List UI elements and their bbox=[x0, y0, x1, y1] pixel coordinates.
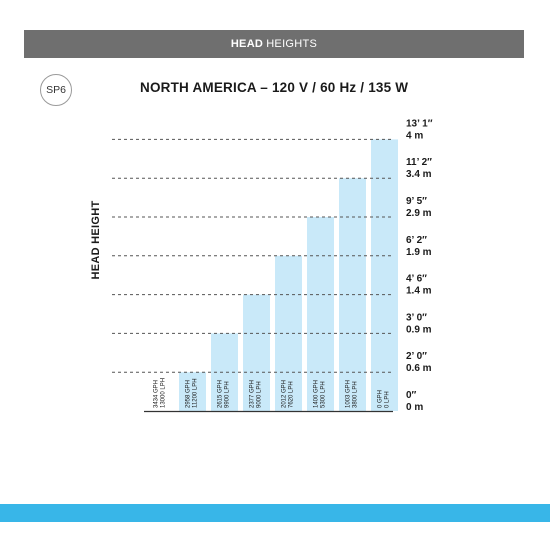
tick-label-metric: 0 m bbox=[406, 402, 423, 413]
tick-label-metric: 0.9 m bbox=[406, 324, 432, 335]
bottom-stripe bbox=[0, 504, 550, 522]
tick-label-metric: 1.4 m bbox=[406, 286, 432, 297]
bar-flow-label: 7620 LPH bbox=[289, 381, 295, 408]
bar-flow-label: 13000 LPH bbox=[161, 378, 167, 408]
bar-flow-label: 11200 LPH bbox=[193, 378, 199, 408]
tick-label-metric: 0.6 m bbox=[406, 363, 432, 374]
bar-flow-label: 0 GPH bbox=[378, 390, 384, 408]
bar bbox=[371, 139, 398, 411]
bar-flow-label: 5300 LPH bbox=[321, 381, 327, 408]
bar-flow-label: 2615 GPH bbox=[218, 380, 224, 408]
bar-flow-label: 1003 GPH bbox=[346, 380, 352, 408]
bar-flow-label: 2377 GPH bbox=[250, 380, 256, 408]
bar-flow-label: 2958 GPH bbox=[186, 380, 192, 408]
tick-label-imperial: 6’ 2″ bbox=[406, 235, 427, 246]
tick-label-imperial: 13’ 1″ bbox=[406, 118, 433, 129]
bar-flow-label: 3800 LPH bbox=[353, 381, 359, 408]
tick-label-metric: 2.9 m bbox=[406, 208, 432, 219]
bar bbox=[243, 294, 270, 411]
bar-flow-label: 9900 LPH bbox=[225, 381, 231, 408]
bar-flow-label: 0 LPH bbox=[385, 391, 391, 408]
tick-label-metric: 1.9 m bbox=[406, 247, 432, 258]
tick-label-imperial: 4’ 6″ bbox=[406, 274, 427, 285]
tick-label-imperial: 3’ 0″ bbox=[406, 312, 427, 323]
bar-flow-label: 3434 GPH bbox=[154, 380, 160, 408]
bar bbox=[307, 217, 334, 411]
tick-label-imperial: 11’ 2″ bbox=[406, 157, 432, 168]
tick-label-imperial: 0″ bbox=[406, 390, 417, 401]
bar bbox=[179, 372, 206, 411]
bar-flow-label: 1400 GPH bbox=[314, 380, 320, 408]
bar-flow-label: 9000 LPH bbox=[257, 381, 263, 408]
tick-label-metric: 4 m bbox=[406, 130, 423, 141]
tick-label-imperial: 9’ 5″ bbox=[406, 196, 427, 207]
header-bold: HEAD bbox=[230, 38, 264, 50]
header-rest: HEIGHTS bbox=[266, 38, 318, 50]
model-badge: SP6 bbox=[40, 74, 72, 106]
header-bar: HEAD HEIGHTS bbox=[24, 30, 524, 58]
bar-flow-label: 2012 GPH bbox=[282, 380, 288, 408]
chart-title: NORTH AMERICA – 120 V / 60 Hz / 135 W bbox=[140, 80, 409, 95]
tick-label-metric: 3.4 m bbox=[406, 169, 432, 180]
tick-label-imperial: 2’ 0″ bbox=[406, 351, 427, 362]
